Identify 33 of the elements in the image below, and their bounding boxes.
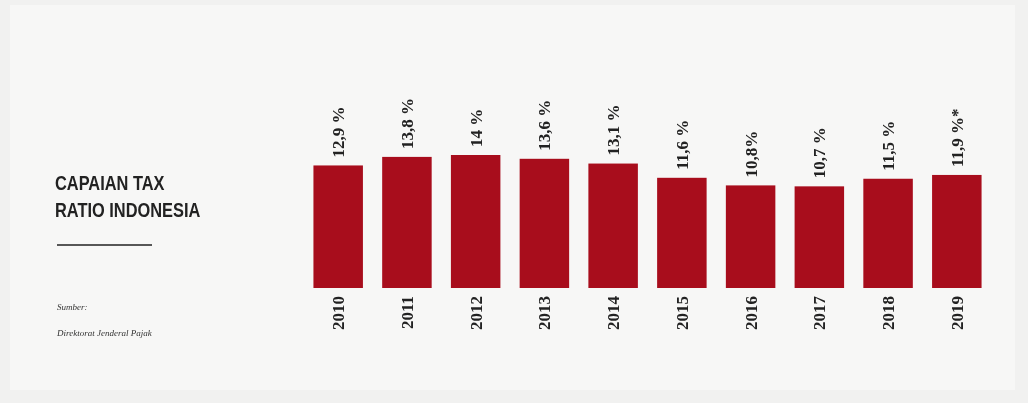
x-tick-label: 2018: [879, 296, 899, 330]
data-label: 12,9 %: [329, 106, 349, 158]
data-label: 11,6 %: [672, 119, 692, 170]
x-tick-label: 2014: [604, 295, 624, 330]
x-tick-label: 2010: [329, 296, 349, 330]
bar: [863, 178, 913, 288]
x-tick-label: 2011: [397, 296, 417, 330]
bar: [932, 174, 982, 288]
data-label: 13,6 %: [535, 99, 555, 151]
x-tick-label: 2017: [810, 295, 830, 330]
x-tick-label: 2019: [947, 296, 967, 330]
bar: [794, 186, 845, 288]
bar: [657, 177, 707, 288]
bar: [588, 163, 638, 288]
bar: [519, 158, 570, 288]
bar: [725, 185, 776, 288]
text: Sumber:: [57, 302, 88, 312]
data-label: 10,7 %: [810, 127, 830, 179]
text: Direktorat Jenderal Pajak: [56, 328, 153, 338]
x-tick-label: 2013: [535, 296, 555, 330]
data-label: 11,5 %: [879, 120, 899, 171]
x-tick-label: 2012: [466, 296, 486, 330]
bar: [382, 156, 432, 288]
bar: [313, 165, 363, 288]
data-label: 14 %: [466, 108, 486, 147]
data-label: 13,1 %: [604, 104, 624, 156]
data-label: 13,8 %: [397, 97, 417, 149]
data-label: 10,8%: [741, 130, 761, 178]
text: CAPAIAN TAX RATIO INDONESIA: [55, 171, 201, 222]
x-tick-label: 2016: [741, 296, 761, 330]
data-label: 11,9 %*: [947, 108, 967, 167]
x-tick-label: 2015: [672, 296, 692, 330]
bar: [450, 155, 501, 288]
